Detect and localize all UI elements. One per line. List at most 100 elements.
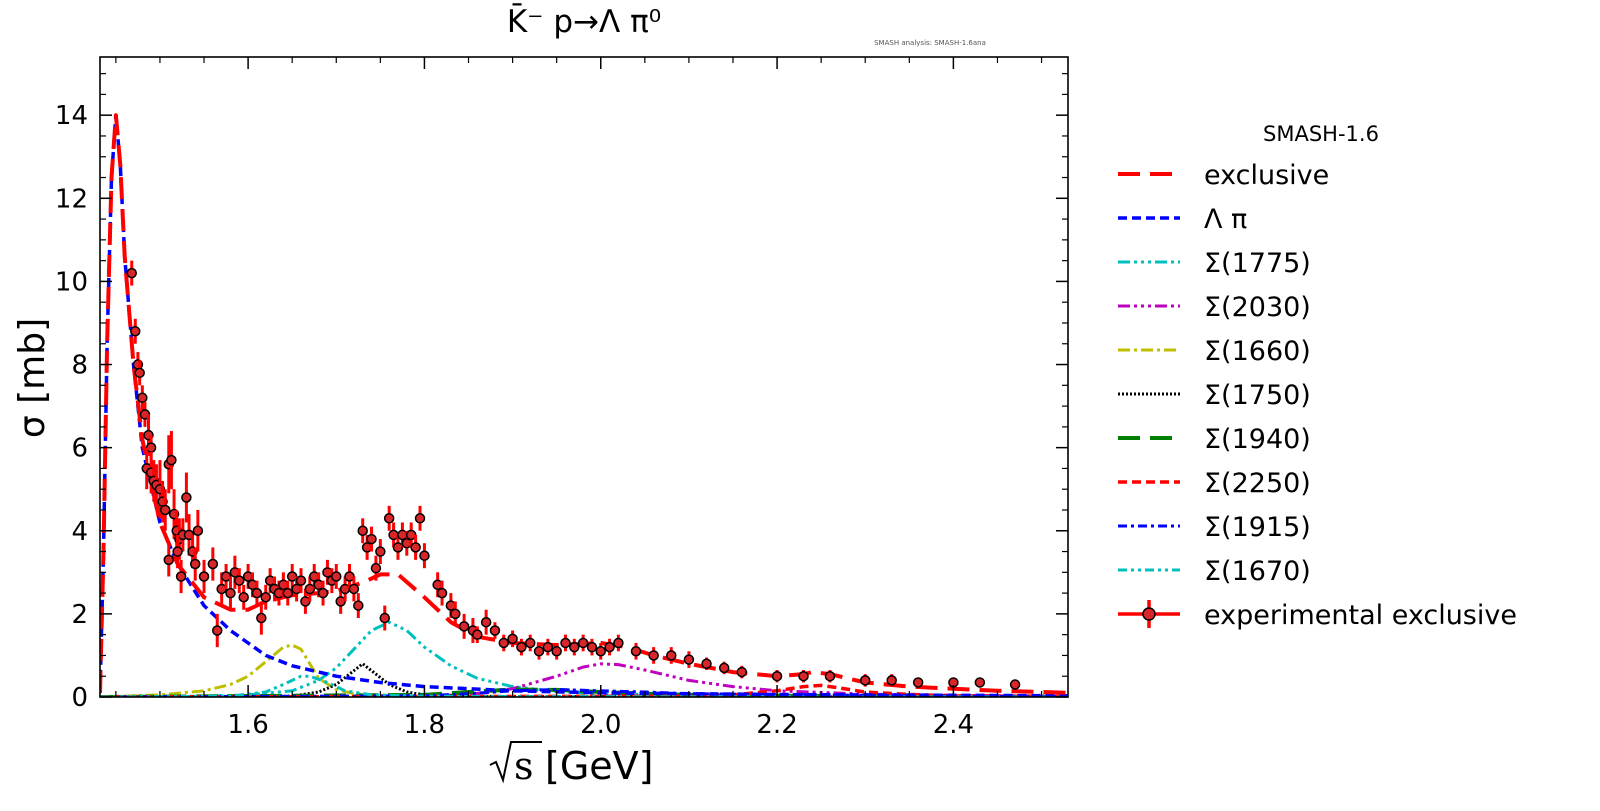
chart-title: K̄⁻ p→Λ π⁰	[507, 3, 661, 40]
series-line-Σ(1750)	[100, 662, 1068, 697]
data-marker	[718, 662, 730, 674]
data-marker	[370, 562, 382, 574]
data-point	[357, 518, 368, 544]
legend-item: Σ(2250)	[1118, 468, 1311, 499]
data-point	[507, 630, 518, 648]
data-marker	[357, 525, 368, 537]
data-marker	[410, 542, 421, 553]
data-point	[516, 638, 527, 656]
data-point	[974, 677, 986, 688]
data-marker	[666, 650, 677, 661]
data-marker	[569, 641, 580, 653]
legend: SMASH-1.6 exclusive Λ π Σ(1775) Σ(2030) Σ(16…	[1118, 122, 1517, 631]
legend-item: Σ(1775)	[1118, 248, 1311, 279]
data-point	[172, 534, 183, 569]
x-axis-label-unit: [GeV]	[545, 744, 653, 788]
data-marker	[175, 571, 187, 582]
data-marker	[458, 621, 470, 632]
data-marker	[683, 654, 695, 665]
data-marker	[630, 646, 642, 657]
legend-label: Σ(1660)	[1204, 336, 1311, 367]
data-point	[560, 634, 571, 652]
data-point	[542, 638, 554, 656]
legend-item: Σ(1915)	[1118, 512, 1311, 543]
plot-frame	[99, 56, 1069, 698]
data-point	[414, 505, 426, 531]
y-tick-label: 4	[71, 517, 88, 547]
data-point	[410, 534, 421, 560]
data-marker	[480, 616, 492, 628]
legend-item: Σ(1750)	[1118, 380, 1311, 411]
data-marker	[331, 571, 342, 582]
y-tick-label: 12	[55, 184, 88, 214]
data-marker	[1009, 679, 1021, 690]
data-point	[130, 318, 141, 344]
x-tick-label: 2.4	[933, 710, 974, 740]
data-marker	[419, 550, 430, 561]
x-tick-label: 1.8	[404, 710, 445, 740]
data-point	[569, 638, 580, 656]
data-point	[198, 559, 210, 594]
data-point	[175, 559, 187, 594]
data-point	[886, 674, 897, 687]
data-marker	[379, 612, 391, 624]
data-point	[630, 642, 642, 660]
axis-ticks: 1.6 1.8 2.0 2.2 2.4 0 2 4 6 8 10 12 14	[55, 57, 1068, 740]
data-point	[480, 609, 492, 635]
data-marker	[225, 587, 236, 599]
data-point	[736, 665, 748, 679]
data-point	[251, 580, 263, 606]
data-marker	[736, 666, 748, 678]
y-tick-label: 6	[71, 434, 88, 464]
data-marker	[648, 650, 659, 661]
data-point	[450, 601, 461, 627]
legend-item: experimental exclusive	[1118, 600, 1517, 631]
data-point	[912, 677, 924, 688]
data-point	[379, 605, 391, 631]
data-marker	[560, 637, 571, 649]
data-point	[256, 601, 267, 635]
data-marker	[577, 637, 589, 649]
data-point	[472, 626, 483, 643]
data-point	[234, 568, 245, 594]
data-point	[326, 568, 338, 594]
data-marker	[595, 646, 607, 657]
data-marker	[159, 504, 171, 516]
data-point	[577, 634, 589, 652]
sqrt-symbol	[489, 741, 542, 784]
data-marker	[886, 675, 897, 686]
y-axis-label: σ [mb]	[12, 318, 53, 438]
y-tick-label: 8	[71, 351, 88, 381]
data-marker	[137, 392, 148, 404]
data-point	[225, 576, 236, 610]
data-marker	[130, 326, 141, 337]
data-marker	[542, 641, 554, 653]
data-point	[392, 534, 404, 560]
data-point	[524, 634, 536, 652]
data-marker	[613, 637, 624, 649]
data-point	[604, 638, 615, 656]
data-point	[260, 584, 271, 610]
data-point	[353, 593, 364, 619]
data-point	[189, 547, 201, 581]
data-point	[824, 669, 836, 683]
data-marker	[498, 637, 510, 649]
data-point	[295, 568, 307, 594]
data-marker	[586, 641, 598, 653]
data-marker	[414, 513, 426, 524]
data-point	[238, 584, 249, 610]
data-marker	[198, 571, 210, 582]
legend-label: Σ(1670)	[1204, 556, 1311, 587]
data-point	[134, 360, 145, 386]
data-marker	[295, 575, 307, 586]
data-point	[348, 576, 360, 602]
data-point	[771, 669, 783, 683]
data-point	[419, 543, 430, 569]
data-marker	[551, 646, 562, 657]
legend-item: Σ(1940)	[1118, 424, 1311, 455]
data-marker	[489, 625, 501, 636]
data-marker	[282, 587, 294, 599]
data-point	[1009, 679, 1021, 690]
data-point	[163, 543, 175, 577]
